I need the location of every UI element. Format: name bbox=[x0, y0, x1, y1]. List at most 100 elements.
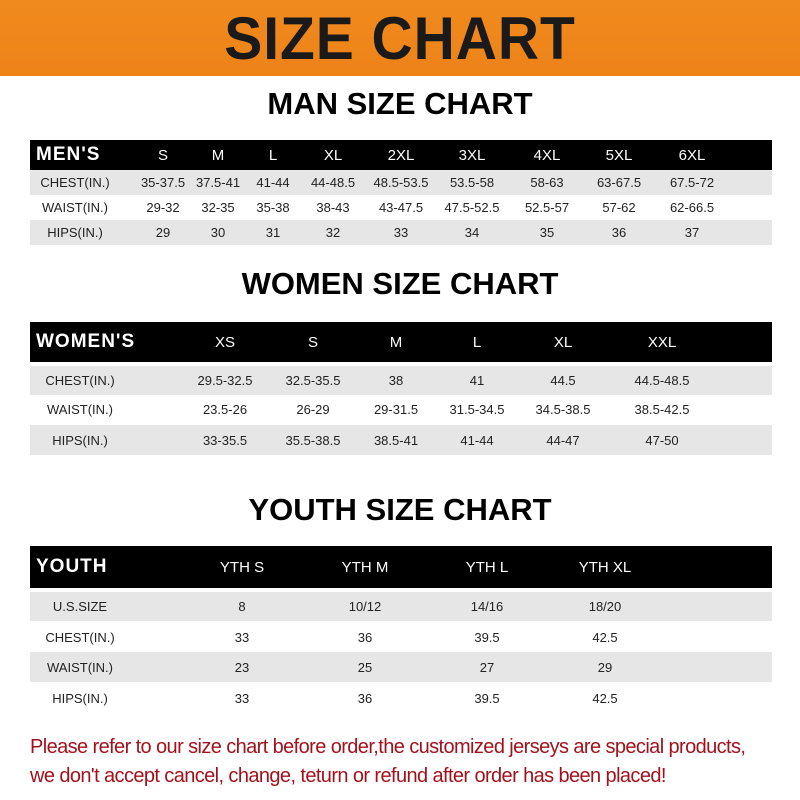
table-cell: 36 bbox=[611, 225, 627, 240]
table-cell: 33 bbox=[393, 225, 409, 240]
size-header-cell: L bbox=[472, 333, 482, 351]
table-cell: 48.5-53.5 bbox=[373, 175, 429, 190]
table-cell: 35 bbox=[539, 225, 555, 240]
size-header-cell: XXL bbox=[647, 333, 677, 351]
table-cell: 18/20 bbox=[588, 599, 622, 614]
women-size-table: WOMEN'S XS S M L XL XXL CHEST(IN.) 29.5-32.5 32.5… bbox=[30, 322, 772, 456]
table-cell: 39.5 bbox=[474, 629, 500, 645]
men-header-row: MEN'S S M L XL 2XL 3XL 4XL 5XL 6XL bbox=[30, 140, 772, 170]
table-cell: 52.5-57 bbox=[524, 200, 570, 215]
size-header-cell: 2XL bbox=[387, 146, 415, 164]
men-section-title: MAN SIZE CHART bbox=[267, 86, 533, 121]
size-header-cell: 5XL bbox=[605, 146, 633, 164]
table-cell: 67.5-72 bbox=[669, 175, 715, 190]
table-row: HIPS(IN.) 33-35.5 35.5-38.5 38.5-41 41-44 44-… bbox=[30, 425, 772, 455]
row-label: CHEST(IN.) bbox=[40, 175, 110, 190]
table-cell: 37 bbox=[684, 225, 700, 240]
table-cell: 37.5-41 bbox=[195, 175, 241, 190]
table-cell: 26-29 bbox=[296, 402, 330, 417]
table-cell: 35-37.5 bbox=[140, 175, 186, 190]
table-cell: 31.5-34.5 bbox=[449, 402, 505, 417]
size-header-cell: XL bbox=[323, 146, 343, 164]
notice-line-2: we don't accept cancel, change, teturn o… bbox=[30, 765, 666, 787]
size-header-cell: M bbox=[389, 333, 403, 351]
table-cell: 29.5-32.5 bbox=[197, 373, 253, 388]
size-header-cell: 3XL bbox=[458, 146, 486, 164]
title-banner: SIZE CHART bbox=[0, 0, 800, 76]
table-cell: 29-31.5 bbox=[373, 402, 419, 417]
size-header-cell: YTH XL bbox=[578, 558, 632, 576]
size-header-cell: YTH M bbox=[341, 558, 389, 576]
table-row: HIPS(IN.) 29 30 31 32 33 34 35 36 37 bbox=[30, 220, 772, 245]
table-cell: 32-35 bbox=[201, 200, 235, 215]
table-cell: 38.5-42.5 bbox=[634, 402, 690, 417]
table-cell: 57-62 bbox=[602, 200, 636, 215]
table-row: WAIST(IN.) 23.5-26 26-29 29-31.5 31.5-34.5 34… bbox=[30, 395, 772, 424]
table-cell: 14/16 bbox=[470, 599, 504, 614]
table-cell: 27 bbox=[479, 659, 495, 675]
table-cell: 33-35.5 bbox=[202, 432, 248, 448]
table-cell: 53.5-58 bbox=[449, 175, 495, 190]
table-row: CHEST(IN.) 29.5-32.5 32.5-35.5 38 41 44.5 44.5… bbox=[30, 366, 772, 395]
table-row: WAIST(IN.) 29-32 32-35 35-38 38-43 43-47.5 47.… bbox=[30, 195, 772, 220]
table-cell: 44.5-48.5 bbox=[634, 373, 690, 388]
size-header-cell: 4XL bbox=[533, 146, 561, 164]
table-cell: 42.5 bbox=[592, 690, 618, 706]
table-cell: 36 bbox=[357, 690, 373, 706]
row-label: CHEST(IN.) bbox=[45, 373, 115, 388]
table-cell: 34.5-38.5 bbox=[535, 402, 591, 417]
table-cell: 44-47 bbox=[546, 432, 580, 448]
row-label: U.S.SIZE bbox=[52, 599, 108, 614]
size-header-cell: S bbox=[157, 146, 169, 164]
table-cell: 38-43 bbox=[316, 200, 350, 215]
page-title: SIZE CHART bbox=[224, 5, 576, 72]
table-cell: 39.5 bbox=[474, 690, 500, 706]
order-notice: Please refer to our size chart before or… bbox=[30, 733, 790, 791]
table-cell: 33 bbox=[234, 629, 250, 645]
table-title-cell: WOMEN'S bbox=[36, 331, 136, 352]
row-label: CHEST(IN.) bbox=[45, 629, 115, 645]
table-cell: 63-67.5 bbox=[596, 175, 642, 190]
table-cell: 30 bbox=[210, 225, 226, 240]
table-cell: 23 bbox=[234, 659, 250, 675]
row-label: WAIST(IN.) bbox=[47, 402, 113, 417]
men-size-table: MEN'S S M L XL 2XL 3XL 4XL 5XL 6XL CHEST(IN.) 35-37… bbox=[30, 140, 772, 246]
youth-size-table: YOUTH YTH S YTH M YTH L YTH XL U.S.SIZE 8 10/12… bbox=[30, 546, 772, 718]
size-header-cell: S bbox=[307, 333, 319, 351]
table-cell: 25 bbox=[357, 659, 373, 675]
table-cell: 32.5-35.5 bbox=[285, 373, 341, 388]
table-cell: 29 bbox=[155, 225, 171, 240]
row-label: WAIST(IN.) bbox=[42, 200, 108, 215]
table-cell: 36 bbox=[357, 629, 373, 645]
notice-line-1: Please refer to our size chart before or… bbox=[30, 736, 746, 758]
table-cell: 35.5-38.5 bbox=[285, 432, 341, 448]
table-cell: 58-63 bbox=[530, 175, 564, 190]
table-title-cell: YOUTH bbox=[36, 556, 108, 577]
table-row: U.S.SIZE 8 10/12 14/16 18/20 bbox=[30, 592, 772, 621]
size-header-cell: 6XL bbox=[678, 146, 706, 164]
table-cell: 62-66.5 bbox=[669, 200, 715, 215]
size-header-cell: YTH S bbox=[219, 558, 265, 576]
table-cell: 44-48.5 bbox=[310, 175, 356, 190]
table-row: CHEST(IN.) 35-37.5 37.5-41 41-44 44-48.5 48.5… bbox=[30, 170, 772, 195]
table-cell: 42.5 bbox=[592, 629, 618, 645]
youth-section-title: YOUTH SIZE CHART bbox=[248, 492, 552, 527]
table-cell: 33 bbox=[234, 690, 250, 706]
table-cell: 43-47.5 bbox=[378, 200, 424, 215]
size-header-cell: XS bbox=[214, 333, 236, 351]
row-label: HIPS(IN.) bbox=[47, 225, 103, 240]
table-title-cell: MEN'S bbox=[36, 144, 101, 165]
table-cell: 47-50 bbox=[645, 432, 679, 448]
table-cell: 41-44 bbox=[256, 175, 290, 190]
size-header-cell: L bbox=[268, 146, 278, 164]
table-cell: 29-32 bbox=[146, 200, 180, 215]
table-cell: 32 bbox=[325, 225, 341, 240]
table-cell: 47.5-52.5 bbox=[444, 200, 500, 215]
women-section-title: WOMEN SIZE CHART bbox=[241, 266, 559, 301]
table-cell: 35-38 bbox=[256, 200, 290, 215]
table-row: WAIST(IN.) 23 25 27 29 bbox=[30, 652, 772, 682]
table-row: HIPS(IN.) 33 36 39.5 42.5 bbox=[30, 682, 772, 714]
table-cell: 29 bbox=[597, 659, 613, 675]
table-cell: 8 bbox=[238, 599, 246, 614]
row-label: HIPS(IN.) bbox=[52, 432, 108, 448]
